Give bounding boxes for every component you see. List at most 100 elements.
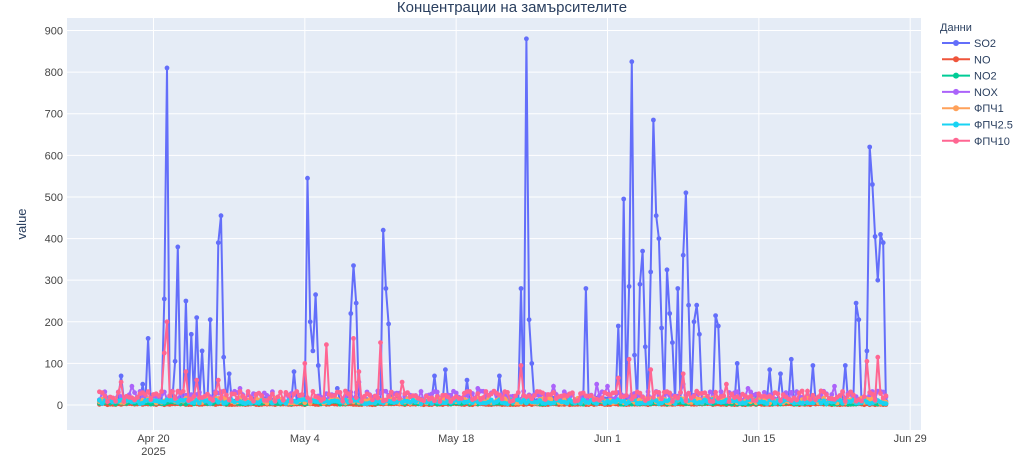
data-point [351, 263, 356, 268]
data-point [788, 390, 794, 395]
data-point [218, 213, 224, 219]
data-point [718, 389, 724, 394]
data-point [370, 397, 375, 403]
data-point [870, 391, 875, 397]
legend-item-SO2[interactable]: SO2 [942, 38, 996, 50]
data-point [497, 392, 502, 398]
data-point [197, 400, 202, 406]
data-point [121, 399, 127, 404]
legend-item-NO[interactable]: NO [942, 54, 991, 66]
data-point [764, 401, 770, 406]
data-point [670, 340, 675, 345]
data-point [697, 331, 702, 337]
data-point [770, 395, 775, 401]
data-point [132, 390, 138, 395]
data-point [872, 234, 878, 239]
data-point [686, 390, 691, 396]
y-tick-label: 900 [45, 25, 63, 37]
data-point [824, 392, 829, 398]
data-point [332, 393, 337, 398]
data-point [675, 286, 681, 291]
data-point [445, 394, 451, 400]
data-point [599, 395, 605, 401]
legend-label: NO2 [974, 71, 997, 83]
data-point [243, 396, 248, 401]
data-point [234, 396, 240, 402]
data-point [713, 389, 718, 395]
data-point [97, 397, 102, 403]
legend-item-NO2[interactable]: NO2 [942, 71, 997, 83]
data-point [275, 394, 281, 400]
data-point [724, 381, 729, 387]
data-point [872, 397, 878, 403]
data-point [883, 393, 889, 399]
data-point [302, 361, 308, 366]
legend-item-ФПЧ2.5[interactable]: ФПЧ2.5 [942, 120, 1013, 132]
legend-swatch-marker [953, 105, 959, 112]
data-point [648, 269, 654, 275]
data-point [356, 369, 362, 375]
data-point [294, 389, 300, 394]
data-point [183, 298, 189, 304]
data-point [505, 390, 510, 395]
data-point [183, 369, 189, 375]
y-tick-label: 100 [45, 358, 63, 370]
data-point [340, 398, 346, 404]
data-point [810, 392, 816, 398]
data-point [459, 396, 464, 401]
x-tick-label: Jun 15 [742, 433, 775, 445]
data-point [291, 369, 297, 375]
x-tick-sublabel: 2025 [141, 446, 165, 458]
data-point [640, 394, 645, 400]
data-point [551, 390, 556, 395]
legend[interactable]: Данни SO2 NO NO2 NOX ФПЧ1 ФПЧ2.5 ФПЧ10 [940, 22, 1013, 148]
data-point [383, 397, 389, 403]
data-point [513, 393, 518, 399]
data-point [713, 313, 718, 318]
data-point [215, 377, 221, 383]
data-point [870, 182, 875, 187]
data-point [680, 371, 686, 377]
data-point [805, 388, 810, 394]
data-point [651, 117, 656, 123]
data-point [167, 393, 173, 399]
data-point [161, 350, 167, 356]
data-point [434, 389, 440, 395]
data-point [307, 398, 313, 404]
data-point [248, 395, 254, 401]
data-point [680, 252, 686, 258]
data-point [224, 392, 229, 398]
data-point [472, 396, 478, 401]
data-point [215, 240, 221, 246]
legend-item-ФПЧ1[interactable]: ФПЧ1 [942, 103, 1004, 115]
data-point [386, 394, 391, 399]
data-point [778, 398, 783, 404]
x-tick-label: Apr 20 [137, 433, 169, 445]
data-point [561, 389, 567, 395]
data-point [651, 394, 656, 400]
data-point [383, 286, 389, 291]
data-point [551, 383, 556, 389]
data-point [837, 393, 843, 398]
data-point [237, 389, 243, 394]
data-point [221, 354, 227, 360]
legend-item-NOX[interactable]: NOX [942, 87, 999, 99]
data-point [867, 144, 873, 150]
data-point [778, 371, 783, 377]
data-point [678, 389, 683, 395]
y-tick-label: 500 [45, 192, 63, 204]
legend-label: NOX [974, 87, 999, 99]
data-point [726, 399, 732, 404]
data-point [310, 389, 316, 394]
data-point [432, 398, 437, 404]
data-point [145, 336, 151, 341]
data-point [348, 311, 354, 316]
data-point [191, 394, 197, 399]
legend-item-ФПЧ10[interactable]: ФПЧ10 [942, 136, 1010, 148]
data-point [483, 389, 489, 394]
data-point [588, 393, 594, 398]
data-point [307, 319, 313, 325]
data-point [653, 213, 659, 219]
legend-label: ФПЧ1 [974, 103, 1004, 115]
data-point [864, 358, 870, 364]
